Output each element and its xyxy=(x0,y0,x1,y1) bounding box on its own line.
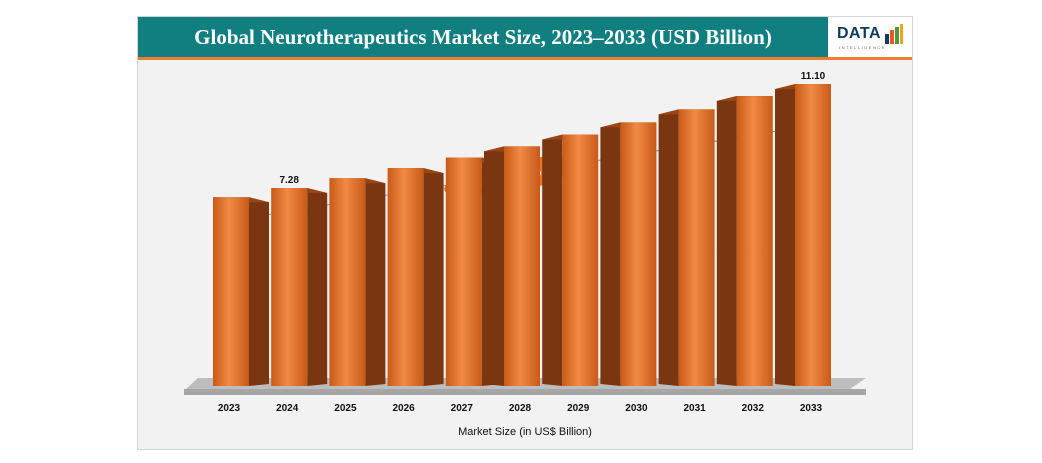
bar-side xyxy=(307,187,328,386)
x-tick-label: 2024 xyxy=(276,403,299,414)
bar-2026 xyxy=(387,168,444,386)
bar-front xyxy=(329,178,366,386)
x-tick-label: 2029 xyxy=(567,403,590,414)
floor-front xyxy=(184,389,866,395)
bar-2024 xyxy=(271,187,328,386)
bar-front xyxy=(445,157,482,386)
bar-2023 xyxy=(213,197,269,386)
bar-side xyxy=(423,168,444,386)
data-label: 7.28 xyxy=(279,175,299,186)
bar-side xyxy=(542,134,563,386)
bar-chart: CAGR: 4.9% 20232024202520262027202820292… xyxy=(184,71,866,414)
bar-2030 xyxy=(600,122,657,386)
bar-side xyxy=(365,178,386,386)
bar-front xyxy=(271,187,308,386)
bar-front xyxy=(387,168,424,386)
bar-front xyxy=(504,146,540,386)
x-axis-title: Market Size (in US$ Billion) xyxy=(458,426,592,438)
title-underline xyxy=(138,57,912,60)
bar-side xyxy=(716,96,737,386)
bar-side xyxy=(600,122,621,386)
x-tick-label: 2033 xyxy=(800,403,823,414)
bar-front xyxy=(795,84,831,386)
x-tick-label: 2025 xyxy=(334,403,357,414)
x-tick-label: 2030 xyxy=(625,403,648,414)
bar-front xyxy=(620,122,657,386)
x-tick-label: 2023 xyxy=(218,403,241,414)
bar-2025 xyxy=(329,178,386,386)
bar-front xyxy=(736,96,773,386)
x-tick-label: 2028 xyxy=(509,403,532,414)
x-tick-label: 2026 xyxy=(392,403,415,414)
page-title: Global Neurotherapeutics Market Size, 20… xyxy=(194,25,772,49)
bar-2029 xyxy=(542,134,599,386)
data-label: 11.10 xyxy=(801,71,826,82)
x-tick-label: 2027 xyxy=(451,403,474,414)
title-bar xyxy=(138,17,828,57)
bar-2032 xyxy=(716,96,773,386)
logo-bars-icon xyxy=(885,24,903,44)
bar-side xyxy=(249,197,269,386)
bar-2028 xyxy=(484,146,540,386)
bar-front xyxy=(678,109,715,386)
bar-front xyxy=(562,134,599,386)
bar-front xyxy=(213,197,249,386)
bar-side xyxy=(658,109,679,386)
bar-side xyxy=(775,84,795,386)
x-tick-label: 2031 xyxy=(683,403,706,414)
x-tick-label: 2032 xyxy=(742,403,765,414)
logo: DATA INTELLIGENCE xyxy=(829,17,912,57)
bar-side xyxy=(484,146,504,386)
logo-subtext: INTELLIGENCE xyxy=(839,45,886,50)
bar-2033 xyxy=(775,84,831,386)
logo-text: DATA xyxy=(837,25,882,42)
bar-2031 xyxy=(658,109,715,386)
